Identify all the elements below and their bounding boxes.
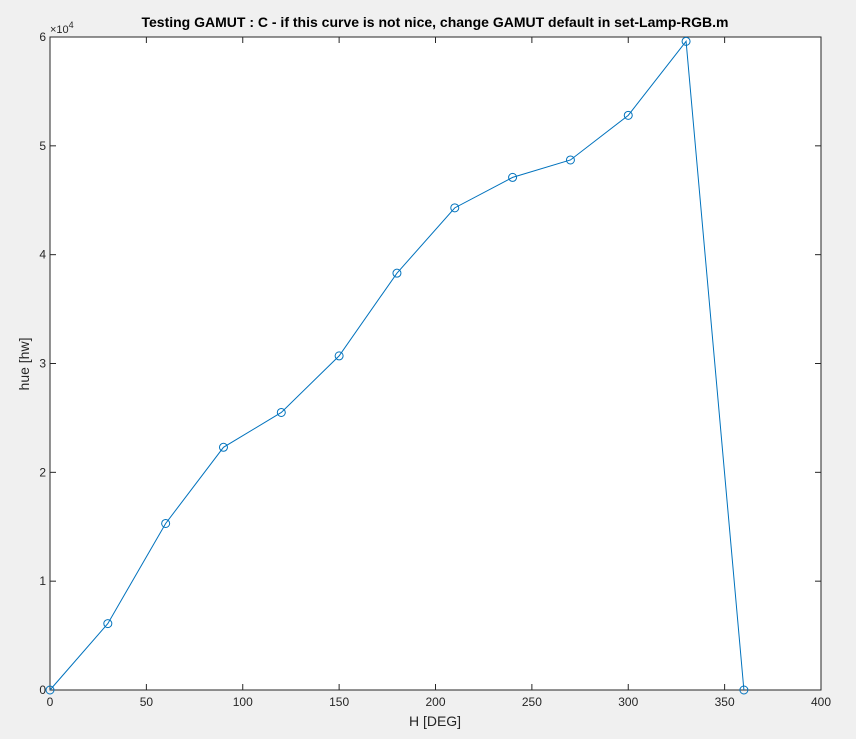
y-tick-label: 1 bbox=[39, 574, 46, 588]
y-tick-label: 4 bbox=[39, 248, 46, 262]
data-series bbox=[45, 36, 749, 695]
data-point bbox=[392, 268, 402, 278]
data-point bbox=[45, 685, 55, 695]
chart-title: Testing GAMUT : C - if this curve is not… bbox=[141, 14, 728, 30]
y-tick-label: 3 bbox=[39, 357, 46, 371]
data-point bbox=[623, 110, 633, 120]
x-tick-label: 250 bbox=[522, 695, 542, 709]
series-line bbox=[49, 40, 745, 691]
data-point bbox=[450, 203, 460, 213]
plot-area bbox=[49, 36, 822, 691]
y-tick-label: 0 bbox=[39, 683, 46, 697]
x-tick-label: 150 bbox=[329, 695, 349, 709]
x-tick-label: 200 bbox=[425, 695, 445, 709]
data-point bbox=[161, 518, 171, 528]
data-point bbox=[739, 685, 749, 695]
x-tick-label: 300 bbox=[618, 695, 638, 709]
y-exponent-base: ×10 bbox=[50, 24, 69, 36]
y-tick-label: 2 bbox=[39, 465, 46, 479]
x-tick-label: 400 bbox=[811, 695, 831, 709]
data-point bbox=[681, 36, 691, 46]
x-tick-label: 350 bbox=[715, 695, 735, 709]
y-axis-label: hue [hw] bbox=[16, 338, 32, 391]
data-point bbox=[103, 619, 113, 629]
axis-tick-labels: 0 50 100 150 200 250 300 350 400 0 1 2 3 4 5 6 bbox=[39, 30, 831, 709]
y-tick-label: 5 bbox=[39, 139, 46, 153]
y-exponent-power: 4 bbox=[69, 20, 74, 30]
axis-ticks bbox=[49, 36, 822, 691]
y-tick-label: 6 bbox=[39, 30, 46, 44]
data-point bbox=[334, 351, 344, 361]
data-point bbox=[508, 172, 518, 182]
data-point bbox=[276, 407, 286, 417]
data-point bbox=[218, 442, 228, 452]
x-tick-label: 50 bbox=[140, 695, 154, 709]
y-exponent-label: ×104 bbox=[50, 20, 74, 36]
x-tick-label: 100 bbox=[233, 695, 253, 709]
x-axis-label: H [DEG] bbox=[409, 713, 461, 729]
data-point bbox=[565, 155, 575, 165]
x-tick-label: 0 bbox=[47, 695, 54, 709]
